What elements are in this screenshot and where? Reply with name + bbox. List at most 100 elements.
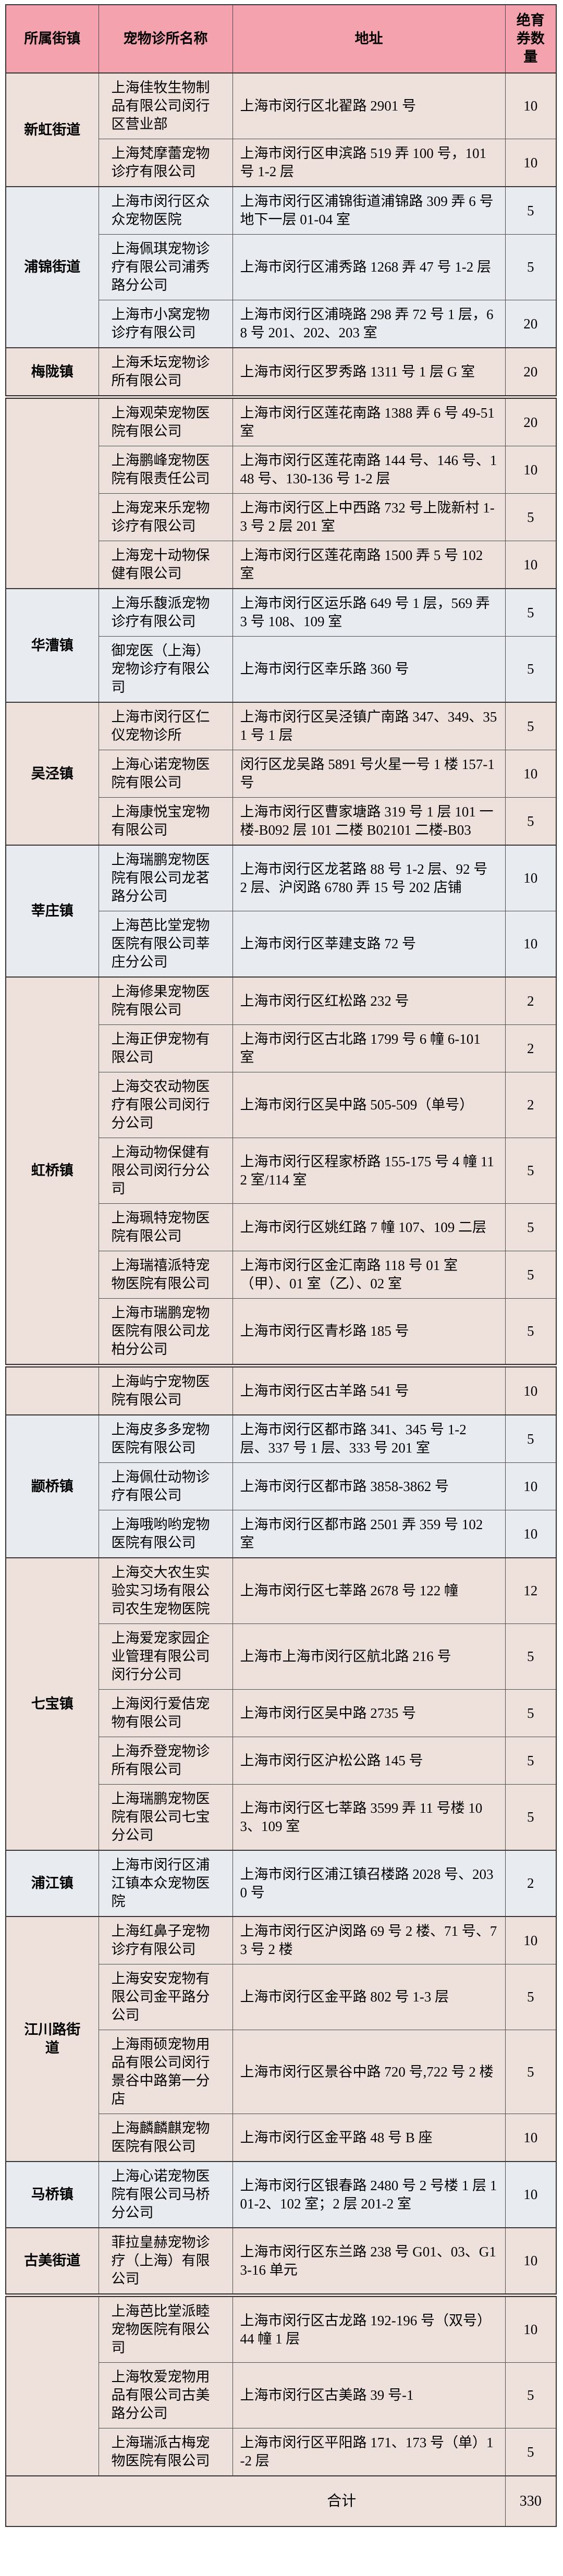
- address-cell: 上海市闵行区运乐路 649 号 1 层，569 弄 3 号 108、109 室: [232, 588, 506, 637]
- clinic-name-cell: 上海鹏峰宠物医院有限责任公司: [98, 446, 233, 494]
- voucher-count-cell: 5: [505, 1138, 557, 1204]
- table-row: 上海麟麟麒宠物医院有限公司 上海市闵行区金平路 48 号 B 座 10: [6, 2114, 557, 2162]
- voucher-count-cell: 5: [505, 234, 557, 300]
- table-row: 上海市小窝宠物诊疗有限公司 上海市闵行区浦晓路 298 弄 72 号 1 层，68…: [6, 300, 557, 348]
- voucher-count-cell: 5: [505, 1689, 557, 1737]
- voucher-count-cell: 5: [505, 186, 557, 235]
- clinic-name-cell: 上海麟麟麒宠物医院有限公司: [98, 2114, 233, 2162]
- table-row: 华漕镇 上海乐馥派宠物诊疗有限公司 上海市闵行区运乐路 649 号 1 层，569 …: [5, 588, 557, 703]
- address-cell: 上海市闵行区古北路 1799 号 6 幢 6-101 室: [232, 1024, 506, 1072]
- clinic-name-cell: 上海爱宠家园企业管理有限公司闵行分公司: [98, 1623, 233, 1690]
- address-cell: 上海市闵行区浦秀路 1268 弄 47 号 1-2 层: [232, 234, 506, 300]
- total-row: 合计 330: [5, 2475, 557, 2527]
- voucher-count-cell: 5: [505, 1964, 557, 2030]
- address-cell: 上海市闵行区吴中路 2735 号: [232, 1689, 506, 1737]
- address-cell: 上海市闵行区曹家塘路 319 号 1 层 101 一楼-B092 层 101 二…: [232, 797, 506, 846]
- voucher-count-cell: 10: [505, 2114, 557, 2162]
- voucher-count-cell: 5: [505, 702, 557, 750]
- voucher-count-cell: 5: [505, 2030, 557, 2114]
- clinic-name-cell: 上海安安宠物有限公司金平路分公司: [98, 1964, 233, 2030]
- clinic-name-cell: 上海正伊宠物有限公司: [98, 1024, 233, 1072]
- table-row: 上海牧爱宠物用品有限公司古美路分公司 上海市闵行区古美路 39 号-1 5: [6, 2362, 557, 2428]
- clinic-name-cell: 上海宠十动物保健有限公司: [98, 541, 233, 589]
- voucher-count-cell: 10: [505, 1462, 557, 1510]
- address-cell: 上海市闵行区平阳路 171、173 号（单）1-2 层: [232, 2428, 506, 2476]
- clinic-name-cell: 上海市闵行区众众宠物医院: [98, 186, 233, 235]
- address-cell: 上海市闵行区沪松公路 145 号: [232, 1737, 506, 1785]
- header-row: 所属街镇 宠物诊所名称 地址 绝育券数量: [5, 4, 557, 74]
- voucher-count-cell: 10: [505, 541, 557, 589]
- clinic-name-cell: 上海市闵行区仁仪宠物诊所: [98, 702, 233, 750]
- clinic-voucher-table: 所属街镇 宠物诊所名称 地址 绝育券数量 新虹街道 上海佳牧生物制品有限公司闵行区…: [5, 4, 557, 2527]
- table-row: 颛桥镇 上海皮多多宠物医院有限公司 上海市闵行区都市路 341、345 号 1-2 …: [5, 1414, 557, 1558]
- clinic-name-cell: 上海动物保健有限公司闵行分公司: [98, 1138, 233, 1204]
- clinic-name-cell: 上海牧爱宠物用品有限公司古美路分公司: [98, 2362, 233, 2428]
- voucher-count-cell: 20: [505, 347, 557, 397]
- town-cell: 马桥镇: [5, 2161, 99, 2228]
- voucher-count-cell: 10: [505, 72, 557, 139]
- total-voucher-count: 330: [505, 2475, 557, 2527]
- clinic-name-cell: 上海瑞鹏宠物医院有限公司七宝分公司: [98, 1784, 233, 1851]
- voucher-count-cell: 2: [505, 1024, 557, 1072]
- table-row: 上海宠来乐宠物诊疗有限公司 上海市闵行区上中西路 732 号上陇新村 1-3 号 …: [6, 493, 557, 541]
- table-row: 上海雨硕宠物用品有限公司闵行景谷中路第一分店 上海市闵行区景谷中路 720 号,7…: [6, 2030, 557, 2114]
- town-cell: 华漕镇: [5, 588, 99, 703]
- clinic-name-cell: 上海心诺宠物医院有限公司: [98, 750, 233, 798]
- voucher-count-cell: 10: [505, 1364, 557, 1415]
- table-row: 浦锦街道 上海市闵行区众众宠物医院 上海市闵行区浦锦街道浦锦路 309 弄 6 号地…: [5, 186, 557, 348]
- address-cell: 上海市闵行区上中西路 732 号上陇新村 1-3 号 2 层 201 室: [232, 493, 506, 541]
- town-cell: 浦江镇: [5, 1850, 99, 1917]
- voucher-count-cell: 5: [505, 1784, 557, 1851]
- town-cell: 新虹街道: [5, 72, 99, 187]
- table-row: 上海交农动物医疗有限公司闵行分公司 上海市闵行区吴中路 505-509（单号） 2: [6, 1072, 557, 1138]
- town-cell: 吴泾镇: [5, 702, 99, 846]
- address-cell: 上海市闵行区古羊路 541 号: [232, 1364, 506, 1415]
- address-cell: 上海市闵行区莲花南路 1500 弄 5 号 102 室: [232, 541, 506, 589]
- address-cell: 上海市闵行区青杉路 185 号: [232, 1298, 506, 1366]
- voucher-count-cell: 5: [505, 2428, 557, 2476]
- voucher-count-cell: 2: [505, 1850, 557, 1917]
- clinic-name-cell: 上海心诺宠物医院有限公司马桥分公司: [98, 2161, 233, 2228]
- town-cell: 七宝镇: [5, 1557, 99, 1851]
- voucher-count-cell: 5: [505, 1203, 557, 1251]
- table-row: 莘庄镇 上海瑞鹏宠物医院有限公司龙茗路分公司 上海市闵行区龙茗路 88 号 1-2 …: [5, 845, 557, 978]
- address-cell: 上海市闵行区程家桥路 155-175 号 4 幢 112 室/114 室: [232, 1138, 506, 1204]
- table-row: 上海芭比堂派睦宠物医院有限公司 上海市闵行区古龙路 192-196 号（双号）44…: [5, 2293, 557, 2476]
- voucher-count-cell: 5: [505, 1623, 557, 1690]
- clinic-name-cell: 上海芭比堂宠物医院有限公司莘庄分公司: [98, 911, 233, 978]
- table-row: 上海鹏峰宠物医院有限责任公司 上海市闵行区莲花南路 144 号、146 号、148…: [6, 446, 557, 494]
- column-header-address: 地址: [232, 4, 506, 74]
- address-cell: 上海市闵行区都市路 341、345 号 1-2 层、337 号 1 层、333 …: [232, 1414, 506, 1463]
- voucher-count-cell: 5: [505, 797, 557, 846]
- clinic-name-cell: 上海芭比堂派睦宠物医院有限公司: [98, 2293, 233, 2363]
- clinic-name-cell: 上海佩琪宠物诊疗有限公司浦秀路分公司: [98, 234, 233, 300]
- voucher-count-cell: 5: [505, 1298, 557, 1366]
- address-cell: 上海市闵行区景谷中路 720 号,722 号 2 楼: [232, 2030, 506, 2114]
- table-row: 上海瑞鹏宠物医院有限公司七宝分公司 上海市闵行区七莘路 3599 弄 11 号楼 …: [6, 1784, 557, 1851]
- voucher-count-cell: 10: [505, 2293, 557, 2363]
- clinic-name-cell: 上海哦哟哟宠物医院有限公司: [98, 1510, 233, 1558]
- address-cell: 上海市闵行区莲花南路 1388 弄 6 号 49-51 室: [232, 395, 506, 446]
- voucher-count-cell: 10: [505, 845, 557, 911]
- table-row: 上海屿宁宠物医院有限公司 上海市闵行区古羊路 541 号 10: [5, 1364, 557, 1415]
- address-cell: 上海市闵行区古美路 39 号-1: [232, 2362, 506, 2428]
- voucher-count-cell: 12: [505, 1557, 557, 1624]
- table-row: 上海瑞派古梅宠物医院有限公司 上海市闵行区平阳路 171、173 号（单）1-2 …: [6, 2428, 557, 2476]
- clinic-name-cell: 上海瑞禧派特宠物医院有限公司: [98, 1251, 233, 1299]
- voucher-count-cell: 5: [505, 588, 557, 637]
- clinic-name-cell: 上海瑞鹏宠物医院有限公司龙茗路分公司: [98, 845, 233, 911]
- address-cell: 上海市闵行区银春路 2480 号 2 号楼 1 层 101-2、102 室；2 …: [232, 2161, 506, 2228]
- voucher-count-cell: 5: [505, 1414, 557, 1463]
- address-cell: 上海市闵行区都市路 3858-3862 号: [232, 1462, 506, 1510]
- voucher-count-cell: 5: [505, 2362, 557, 2428]
- clinic-name-cell: 上海交大农生实验实习场有限公司农生宠物医院: [98, 1557, 233, 1624]
- address-cell: 上海市闵行区幸乐路 360 号: [232, 636, 506, 703]
- column-header-voucher-count: 绝育券数量: [505, 4, 557, 74]
- address-cell: 上海市上海市闵行区航北路 216 号: [232, 1623, 506, 1690]
